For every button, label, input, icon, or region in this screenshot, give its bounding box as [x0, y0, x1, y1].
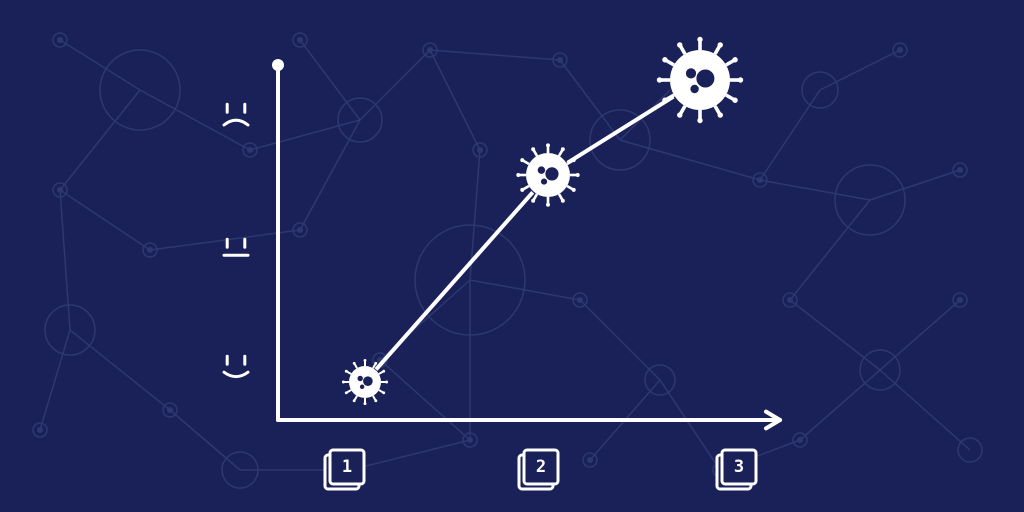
- x-card-label: 1: [342, 457, 352, 477]
- x-card-3: 3: [717, 450, 756, 489]
- x-card-label: 2: [536, 457, 546, 477]
- x-card-2: 2: [519, 450, 558, 489]
- chart-canvas: 1 2 3: [0, 0, 1024, 512]
- x-card-1: 1: [325, 450, 364, 489]
- x-card-label: 3: [734, 457, 744, 477]
